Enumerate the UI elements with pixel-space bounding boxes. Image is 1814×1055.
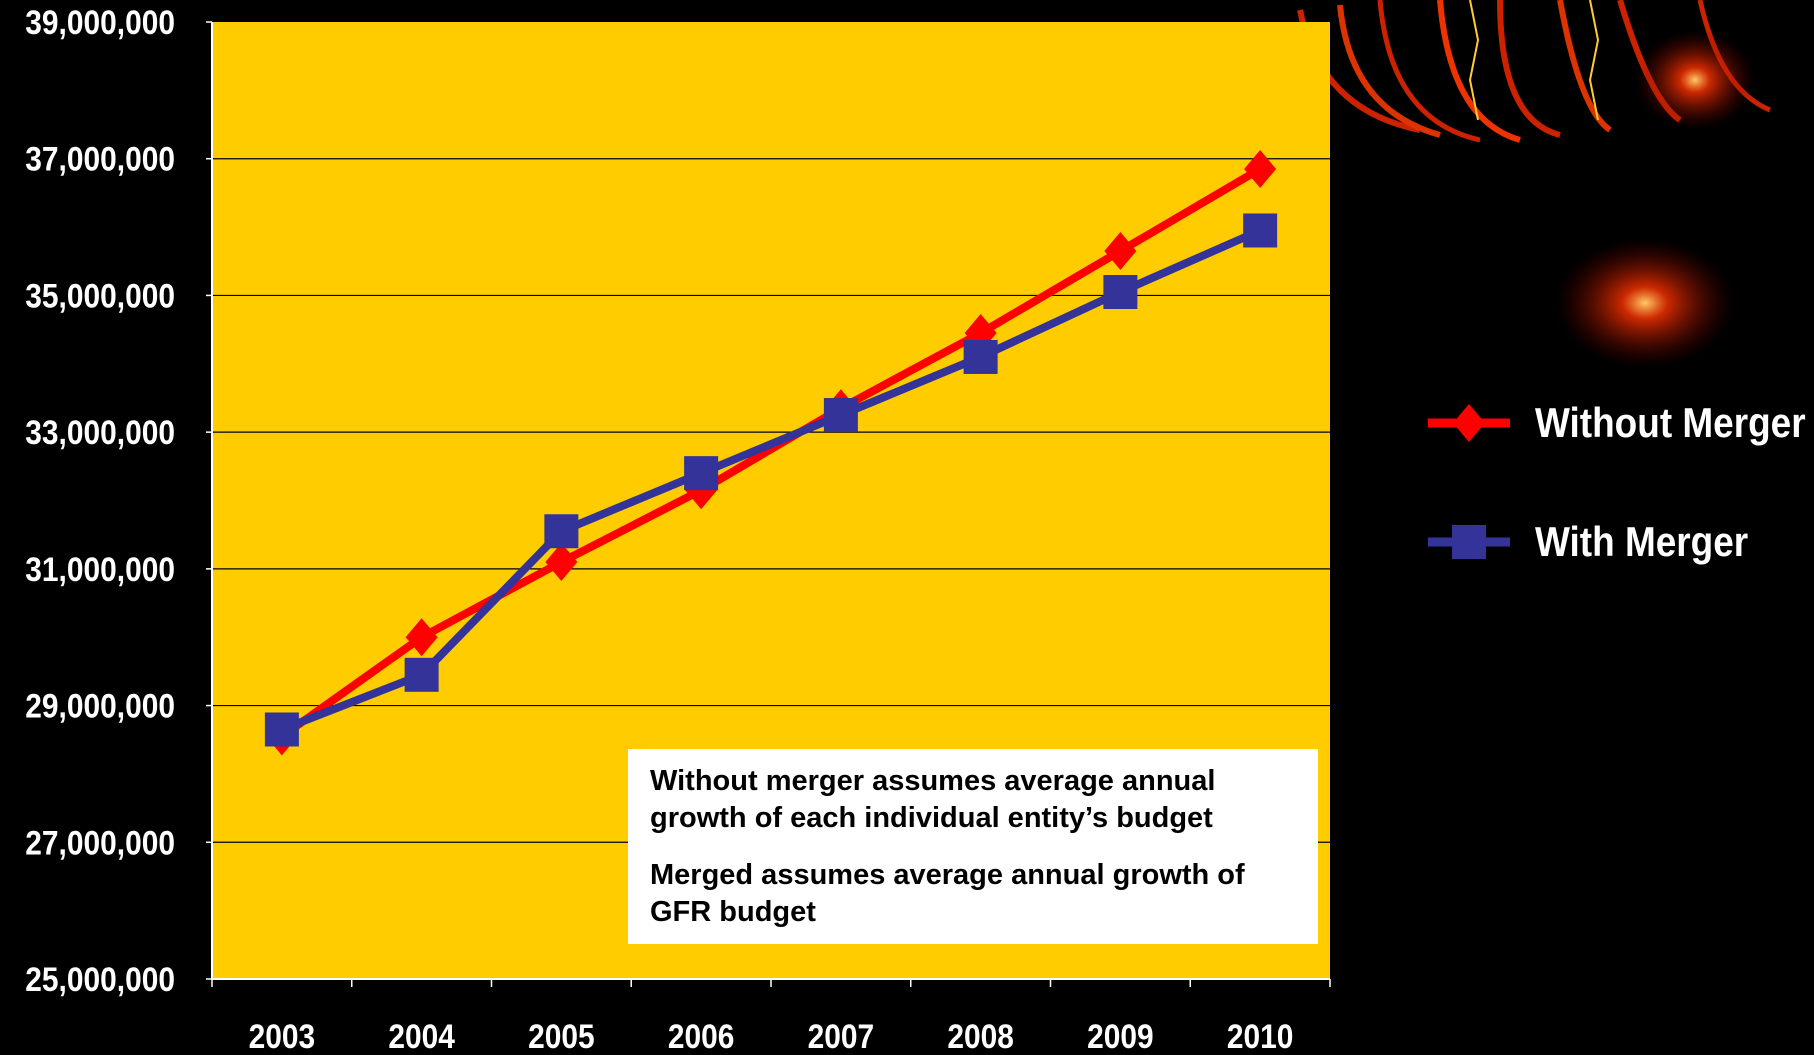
data-point-with-merger (1243, 213, 1277, 247)
firework-decoration (1300, 0, 1770, 140)
x-tick-label: 2005 (528, 1017, 595, 1055)
data-point-with-merger (265, 712, 299, 746)
note-with-merger: Merged assumes average annual growth of … (650, 857, 1296, 931)
assumptions-note: Without merger assumes average annual gr… (628, 749, 1318, 944)
y-tick-label: 29,000,000 (25, 687, 175, 725)
x-tick-label: 2003 (249, 1017, 316, 1055)
legend-marker-with-merger (1452, 525, 1486, 559)
x-tick-label: 2007 (808, 1017, 875, 1055)
legend: Without Merger With Merger (1428, 400, 1806, 566)
x-tick-label: 2008 (947, 1017, 1014, 1055)
data-point-with-merger (824, 398, 858, 432)
legend-marker-without-merger (1453, 404, 1485, 442)
y-axis-labels: 25,000,000 27,000,000 29,000,000 31,000,000… (25, 3, 175, 998)
legend-label-with-merger: With Merger (1535, 519, 1748, 566)
data-point-with-merger (544, 514, 578, 548)
x-tick-label: 2006 (668, 1017, 735, 1055)
x-tick-label: 2009 (1087, 1017, 1154, 1055)
x-tick-label: 2010 (1227, 1017, 1294, 1055)
data-point-with-merger (1103, 275, 1137, 309)
legend-label-without-merger: Without Merger (1535, 400, 1806, 447)
y-tick-label: 35,000,000 (25, 277, 175, 315)
y-tick-label: 31,000,000 (25, 550, 175, 588)
glow-decoration (1555, 238, 1735, 368)
x-tick-label: 2004 (388, 1017, 455, 1055)
y-tick-label: 37,000,000 (25, 140, 175, 178)
data-point-with-merger (964, 340, 998, 374)
y-tick-label: 25,000,000 (25, 960, 175, 998)
y-tick-label: 27,000,000 (25, 823, 175, 861)
note-without-merger: Without merger assumes average annual gr… (650, 763, 1296, 837)
y-tick-label: 39,000,000 (25, 3, 175, 41)
data-point-with-merger (405, 658, 439, 692)
data-point-with-merger (684, 456, 718, 490)
y-tick-label: 33,000,000 (25, 413, 175, 451)
